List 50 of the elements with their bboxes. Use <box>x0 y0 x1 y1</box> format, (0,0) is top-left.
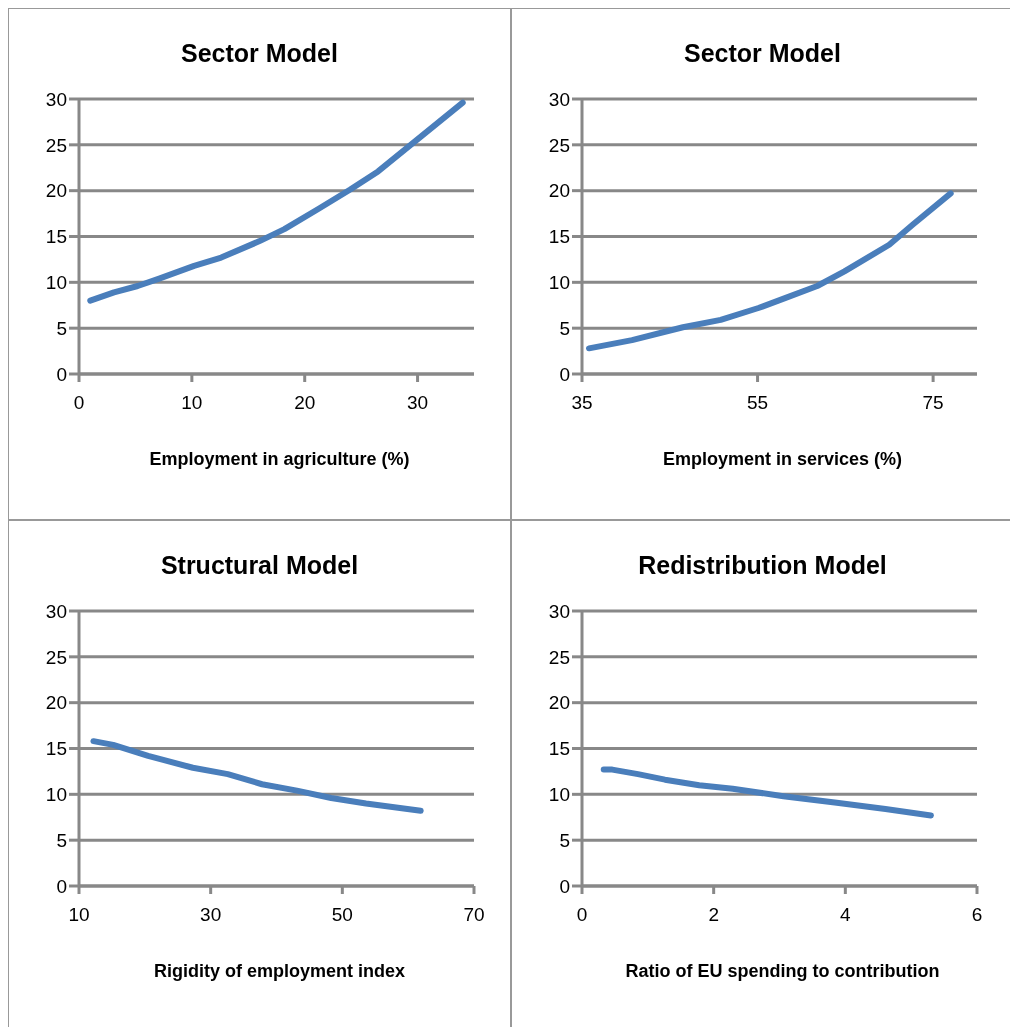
y-tick-label: 5 <box>56 317 67 339</box>
x-tick-label: 4 <box>840 904 852 926</box>
y-tick-label: 10 <box>548 784 570 806</box>
y-tick-label: 0 <box>56 363 67 385</box>
y-tick-label: 0 <box>56 875 67 897</box>
x-tick-label: 70 <box>463 904 485 926</box>
y-tick-label: 25 <box>45 646 67 668</box>
y-tick-label: 0 <box>559 875 570 897</box>
x-tick-label: 35 <box>571 392 593 414</box>
chart-title: Redistribution Model <box>637 551 888 581</box>
y-tick-label: 30 <box>45 88 67 110</box>
x-axis-title: Employment in agriculture (%) <box>148 449 411 470</box>
x-tick-label: 30 <box>200 904 222 926</box>
x-tick-label: 0 <box>73 392 85 414</box>
y-tick-label: 10 <box>45 784 67 806</box>
x-tick-label: 75 <box>922 392 944 414</box>
chart-title: Sector Model <box>180 39 339 69</box>
chart-title: Sector Model <box>683 39 842 69</box>
y-tick-label: 30 <box>548 88 570 110</box>
x-axis-title: Rigidity of employment index <box>153 961 406 982</box>
x-tick-label: 2 <box>708 904 719 926</box>
y-tick-label: 5 <box>56 829 67 851</box>
x-tick-label: 0 <box>576 904 588 926</box>
y-tick-label: 10 <box>45 272 67 294</box>
x-axis-title: Ratio of EU spending to contribution <box>624 961 941 982</box>
y-tick-label: 15 <box>548 738 570 760</box>
y-tick-label: 25 <box>548 134 570 156</box>
y-tick-label: 20 <box>45 180 67 202</box>
y-tick-label: 25 <box>45 134 67 156</box>
x-tick-label: 30 <box>407 392 429 414</box>
y-tick-label: 20 <box>548 692 570 714</box>
y-tick-label: 15 <box>548 226 570 248</box>
y-tick-label: 30 <box>548 600 570 622</box>
y-tick-label: 30 <box>45 600 67 622</box>
x-tick-label: 55 <box>746 392 769 414</box>
y-tick-label: 10 <box>548 272 570 294</box>
x-tick-label: 20 <box>294 392 316 414</box>
y-tick-label: 5 <box>559 829 570 851</box>
y-tick-label: 15 <box>45 226 67 248</box>
x-tick-label: 10 <box>181 392 203 414</box>
y-tick-label: 0 <box>559 363 570 385</box>
x-axis-title: Employment in services (%) <box>661 449 904 470</box>
chart-title: Structural Model <box>159 551 360 581</box>
y-tick-label: 20 <box>45 692 67 714</box>
y-tick-label: 20 <box>548 180 570 202</box>
y-tick-label: 25 <box>548 646 570 668</box>
y-tick-label: 5 <box>559 317 570 339</box>
y-tick-label: 15 <box>45 738 67 760</box>
x-tick-label: 50 <box>331 904 353 926</box>
x-tick-label: 6 <box>971 904 983 926</box>
